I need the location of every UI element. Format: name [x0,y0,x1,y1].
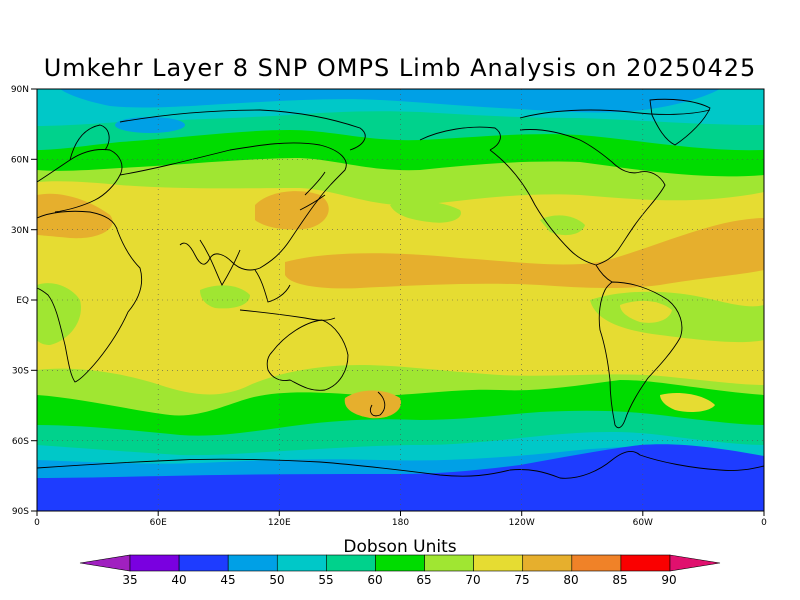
coast-alaska [419,126,501,151]
colorbar-label: 50 [269,573,284,587]
lat-label: 30N [11,226,29,236]
colorbar-swatch [522,554,573,572]
colorbar-label: 75 [514,573,529,587]
colorbar [79,554,721,572]
map-title: Umkehr Layer 8 SNP OMPS Limb Analysis on… [43,54,757,82]
ticks [31,88,765,516]
colorbar-label: 55 [318,573,333,587]
lon-label: 120W [509,518,535,528]
colorbar-low-arrow [79,554,131,572]
lon-label: 60E [150,518,167,528]
coast-japan [299,171,326,211]
colorbar-swatch [326,554,376,572]
blob-pac-70 [540,215,585,236]
band-npac-80 [285,218,764,289]
lon-label: 120E [268,518,291,528]
blob-indian-70 [200,285,250,309]
blob-trop-70 [37,283,81,345]
coast-namerica [489,129,666,266]
blob-north-50 [115,117,185,133]
colorbar-label: 85 [612,573,627,587]
colorbar-high-arrow [669,554,721,572]
colorbar-swatch [375,554,425,572]
coast-europe [37,149,123,213]
blob-japan-80 [255,191,329,230]
lon-label: 0 [761,518,767,528]
colorbar-swatch [178,554,229,572]
colorbar-label: 35 [122,573,137,587]
coast-asia [119,142,347,271]
colorbar-label: 65 [416,573,431,587]
colorbar-label: 60 [367,573,382,587]
coast-central-america [595,264,613,283]
lat-label: EQ [16,296,29,306]
coast-canada-arctic [519,109,711,119]
lat-label: 90N [11,85,29,95]
colorbar-swatch [620,554,671,572]
lon-label: 60W [633,518,653,528]
coast-scandinavia [69,124,110,161]
lat-labels: 90N 60N 30N EQ 30S 60S 90S [11,85,29,517]
blob-nz-80 [344,390,401,419]
coast-nz [369,391,386,417]
lat-label: 90S [12,507,29,517]
colorbar-title: Dobson Units [343,537,457,557]
lat-label: 30S [12,367,29,377]
band-south-45 [37,444,764,511]
colorbar-label: 40 [171,573,186,587]
colorbar-label: 80 [563,573,578,587]
lon-labels: 0 60E 120E 180 120W 60W 0 [34,518,767,528]
coast-antarctica [37,450,764,479]
colorbar-swatch [473,554,524,572]
coast-se-asia [254,269,291,303]
coast-siberia [119,109,366,151]
blob-med-75 [37,193,113,239]
colorbar-swatch [129,554,180,572]
coast-india [199,239,241,286]
coast-samerica [598,281,683,429]
coastlines [37,98,764,479]
colorbar-swatches [129,554,671,572]
lat-label: 60S [12,437,29,447]
coast-africa [37,210,143,383]
band-north-50 [60,89,720,113]
colorbar-swatch [571,554,622,572]
lat-label: 60N [11,156,29,166]
colorbar-swatch [227,554,278,572]
colorbar-swatch [276,554,327,572]
lon-label: 0 [34,518,40,528]
colorbar-label: 90 [661,573,676,587]
blob-namer-70 [390,200,461,223]
blob-ca-75 [620,300,672,323]
lon-label: 180 [392,518,409,528]
coast-indonesia [239,309,336,321]
colorbar-label: 45 [220,573,235,587]
coast-greenland [649,98,711,146]
colorbar-swatch [424,554,474,572]
colorbar-labels: 35 40 45 50 55 60 65 70 75 80 85 90 [122,573,676,587]
graticule [37,89,764,511]
colorbar-label: 70 [465,573,480,587]
blob-sat-75 [660,393,715,413]
